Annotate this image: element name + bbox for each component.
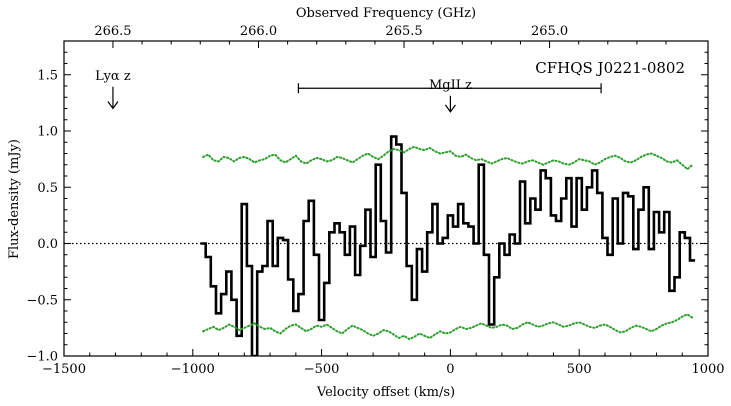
y-tick-label: 1.5 xyxy=(37,68,58,83)
lya-marker-arrow-head xyxy=(107,101,119,110)
mgii-marker-arrow-head xyxy=(444,104,456,113)
mgii-marker-label: MgII z xyxy=(429,78,472,93)
top-tick-label: 265.0 xyxy=(531,24,568,39)
x-tick-label: 1000 xyxy=(691,362,724,377)
x-tick-label: 0 xyxy=(446,362,454,377)
noise-upper-series xyxy=(202,145,694,171)
noise-lower-series xyxy=(202,313,694,341)
axis-layer: −1500 −1000 −500 0 500 1000 −1.0 −0.5 0.0 0.5 1.0 1… xyxy=(26,24,724,377)
y-tick-label: 0.5 xyxy=(37,181,58,196)
x-tick-label: −1000 xyxy=(171,362,215,377)
y-tick-label: 0.0 xyxy=(37,237,58,252)
x-tick-label: −1500 xyxy=(42,362,86,377)
y-axis-label: Flux-density (mJy) xyxy=(7,139,22,259)
plot-layer xyxy=(64,135,708,356)
x-tick-label: −500 xyxy=(304,362,340,377)
x-tick-label: 500 xyxy=(567,362,592,377)
top-tick-label: 265.5 xyxy=(385,24,422,39)
y-tick-label: −1.0 xyxy=(26,350,58,365)
top-axis-label: Observed Frequency (GHz) xyxy=(296,6,476,21)
lya-marker-label: Lyα z xyxy=(95,69,131,84)
y-tick-label: −0.5 xyxy=(26,293,58,308)
x-axis-label: Velocity offset (km/s) xyxy=(316,385,455,400)
top-tick-label: 266.0 xyxy=(240,24,277,39)
top-tick-label: 266.5 xyxy=(94,24,131,39)
y-tick-label: 1.0 xyxy=(37,125,58,140)
data-group xyxy=(64,135,708,356)
spectrum-series xyxy=(200,135,696,356)
chart-title: CFHQS J0221-0802 xyxy=(535,59,685,77)
